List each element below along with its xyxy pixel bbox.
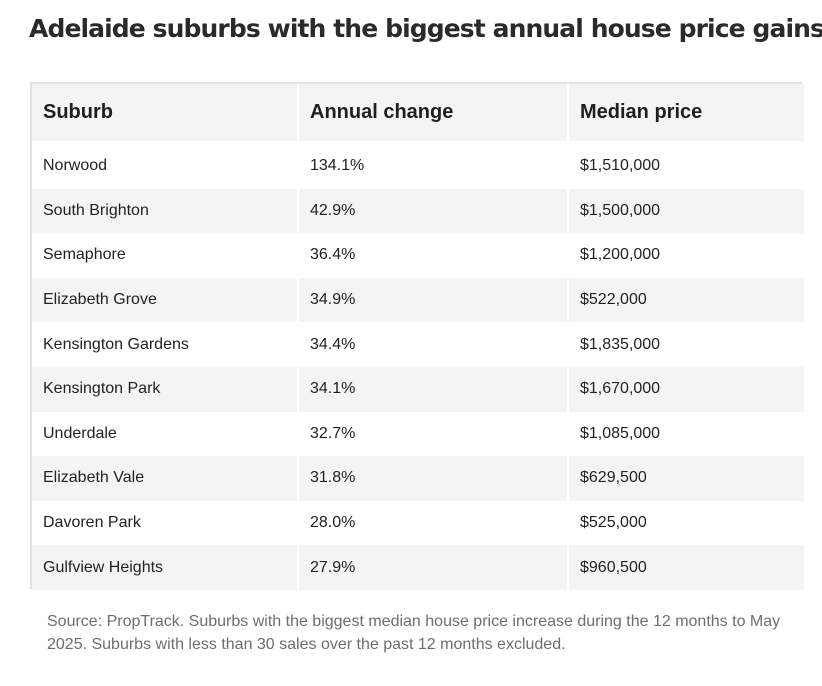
- median-price-cell: $1,085,000: [567, 411, 804, 457]
- table-header: Suburb Annual change Median price: [32, 84, 804, 144]
- median-price-cell: $1,670,000: [567, 366, 804, 412]
- column-header-annual-change: Annual change: [297, 84, 568, 144]
- header-row: Suburb Annual change Median price: [32, 84, 804, 144]
- column-header-suburb: Suburb: [32, 84, 298, 144]
- annual-change-cell: 27.9%: [297, 545, 568, 590]
- annual-change-cell: 34.9%: [297, 277, 568, 323]
- annual-change-cell: 36.4%: [297, 233, 568, 278]
- table-row: Norwood 134.1% $1,510,000: [32, 142, 804, 189]
- median-price-cell: $525,000: [567, 500, 804, 546]
- annual-change-cell: 28.0%: [297, 500, 568, 546]
- suburb-cell: Underdale: [32, 411, 298, 457]
- suburb-cell: Elizabeth Grove: [32, 277, 298, 323]
- annual-change-cell: 42.9%: [297, 188, 568, 234]
- median-price-cell: $629,500: [567, 456, 804, 501]
- median-price-cell: $1,510,000: [567, 142, 804, 189]
- column-header-median-price: Median price: [567, 84, 804, 144]
- median-price-cell: $1,200,000: [567, 233, 804, 278]
- data-table: Suburb Annual change Median price Norwoo…: [32, 84, 804, 590]
- table-row: Underdale 32.7% $1,085,000: [32, 411, 804, 457]
- suburb-cell: Kensington Gardens: [32, 322, 298, 367]
- suburb-cell: Norwood: [32, 142, 298, 189]
- annual-change-cell: 34.4%: [297, 322, 568, 367]
- median-price-cell: $960,500: [567, 545, 804, 590]
- table-body: Norwood 134.1% $1,510,000 South Brighton…: [32, 142, 804, 590]
- table-row: Elizabeth Grove 34.9% $522,000: [32, 277, 804, 323]
- annual-change-cell: 31.8%: [297, 456, 568, 501]
- table-row: Kensington Park 34.1% $1,670,000: [32, 366, 804, 412]
- median-price-cell: $522,000: [567, 277, 804, 323]
- table-row: South Brighton 42.9% $1,500,000: [32, 188, 804, 234]
- table-row: Davoren Park 28.0% $525,000: [32, 500, 804, 546]
- median-price-cell: $1,500,000: [567, 188, 804, 234]
- price-gains-table: Suburb Annual change Median price Norwoo…: [30, 82, 804, 590]
- annual-change-cell: 134.1%: [297, 142, 568, 189]
- page-title: Adelaide suburbs with the biggest annual…: [29, 14, 822, 43]
- suburb-cell: South Brighton: [32, 188, 298, 234]
- suburb-cell: Davoren Park: [32, 500, 298, 546]
- table-row: Gulfview Heights 27.9% $960,500: [32, 545, 804, 590]
- table-row: Elizabeth Vale 31.8% $629,500: [32, 456, 804, 501]
- source-note: Source: PropTrack. Suburbs with the bigg…: [47, 613, 781, 653]
- annual-change-cell: 32.7%: [297, 411, 568, 457]
- table-row: Semaphore 36.4% $1,200,000: [32, 233, 804, 278]
- table-row: Kensington Gardens 34.4% $1,835,000: [32, 322, 804, 367]
- suburb-cell: Gulfview Heights: [32, 545, 298, 590]
- median-price-cell: $1,835,000: [567, 322, 804, 367]
- suburb-cell: Kensington Park: [32, 366, 298, 412]
- suburb-cell: Semaphore: [32, 233, 298, 278]
- annual-change-cell: 34.1%: [297, 366, 568, 412]
- suburb-cell: Elizabeth Vale: [32, 456, 298, 501]
